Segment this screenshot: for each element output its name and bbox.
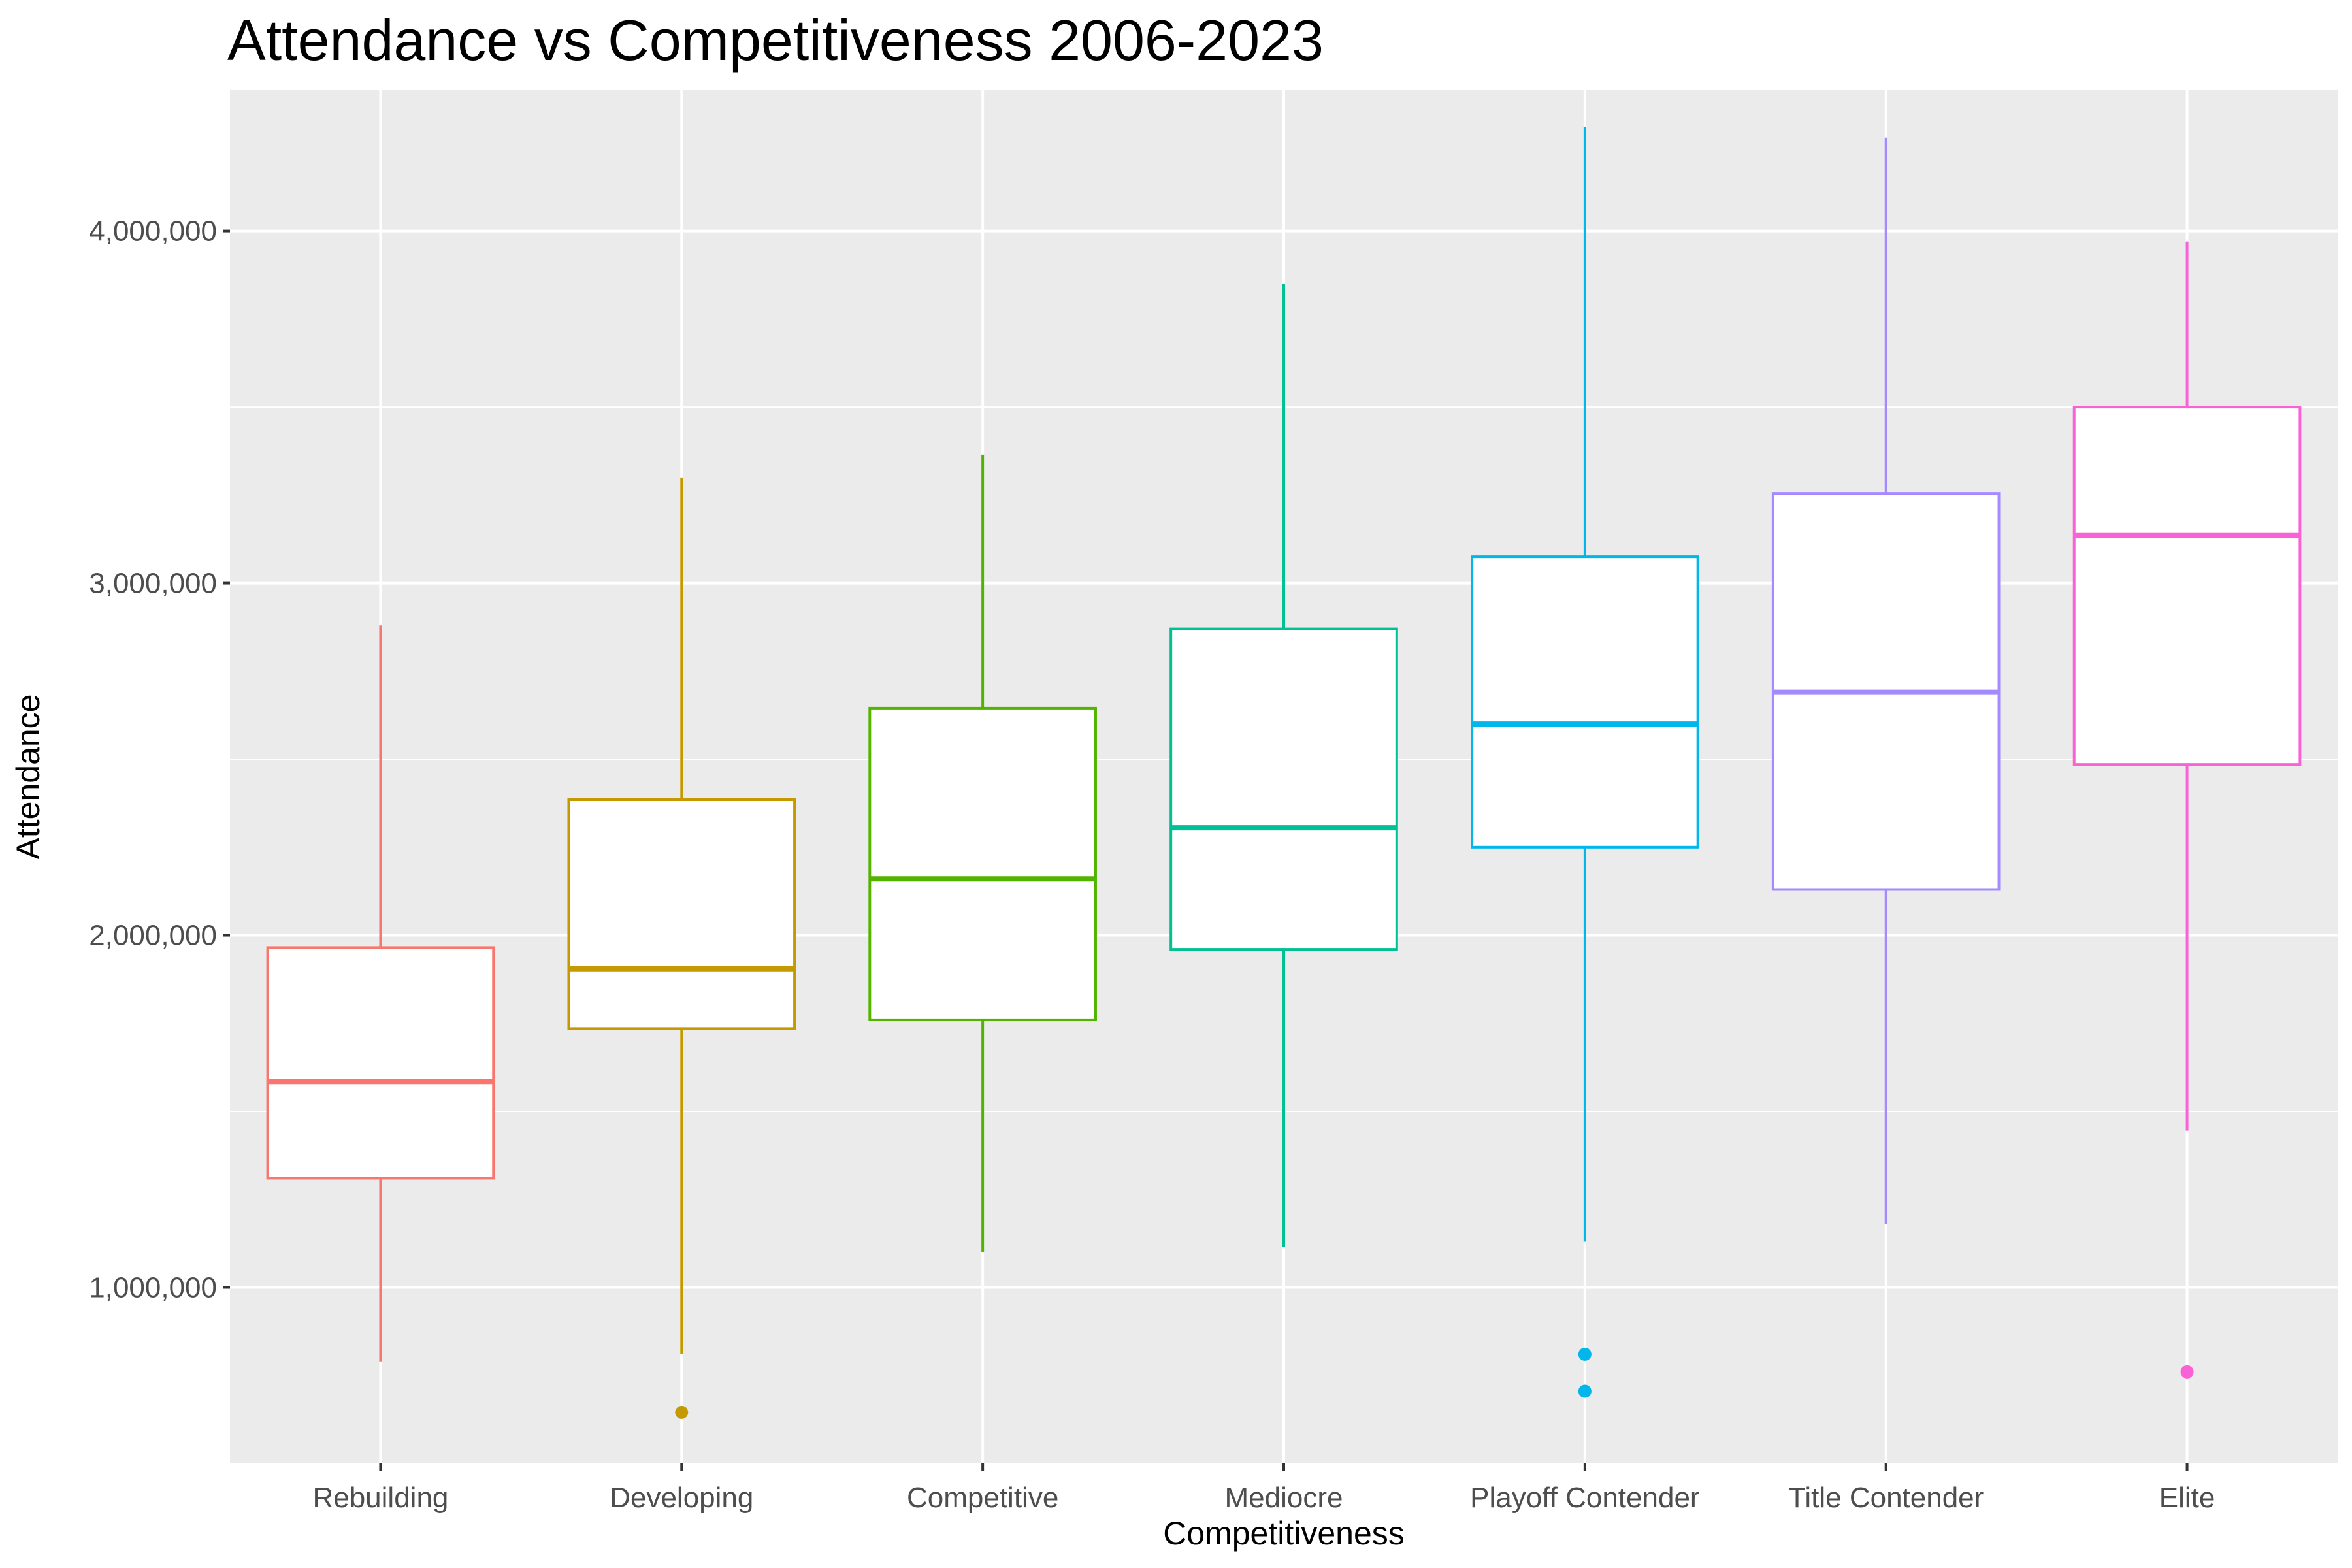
y-tick-label: 1,000,000: [89, 1272, 217, 1304]
x-axis-title: Competitiveness: [1163, 1515, 1405, 1552]
outlier-point: [675, 1405, 689, 1419]
box-title-contender: [1771, 137, 2001, 1224]
iqr-box: [2072, 406, 2302, 766]
iqr-box: [1169, 627, 1398, 951]
x-axis: Rebuilding Developing Competitive Mediocre P…: [312, 1463, 2215, 1514]
box-mediocre: [1169, 284, 1398, 1247]
iqr-box: [266, 946, 495, 1180]
box-playoff-contender: [1471, 127, 1699, 1398]
box-developing: [567, 477, 796, 1419]
outlier-point: [2180, 1365, 2194, 1379]
chart-title: Attendance vs Competitiveness 2006-2023: [227, 8, 1324, 73]
box-rebuilding: [266, 625, 495, 1362]
outlier-point: [1578, 1347, 1592, 1361]
x-tick-label: Elite: [2159, 1482, 2215, 1514]
box-elite: [2072, 241, 2302, 1379]
boxes: [266, 127, 2302, 1419]
x-tick-label: Playoff Contender: [1470, 1482, 1699, 1514]
y-axis: 1,000,000 2,000,000 3,000,000 4,000,000: [89, 216, 230, 1304]
iqr-box: [567, 798, 796, 1030]
box-competitive: [868, 454, 1097, 1252]
y-tick-label: 4,000,000: [89, 216, 217, 248]
y-axis-title: Attendance: [10, 694, 46, 860]
x-tick-label: Mediocre: [1225, 1482, 1343, 1514]
x-tick-label: Title Contender: [1788, 1482, 1984, 1514]
iqr-box: [1471, 555, 1699, 849]
outlier-point: [1578, 1384, 1592, 1398]
x-tick-label: Competitive: [907, 1482, 1058, 1514]
x-tick-label: Rebuilding: [312, 1482, 448, 1514]
iqr-box: [868, 706, 1097, 1021]
y-tick-label: 3,000,000: [89, 568, 217, 600]
x-tick-label: Developing: [610, 1482, 753, 1514]
y-tick-label: 2,000,000: [89, 920, 217, 952]
